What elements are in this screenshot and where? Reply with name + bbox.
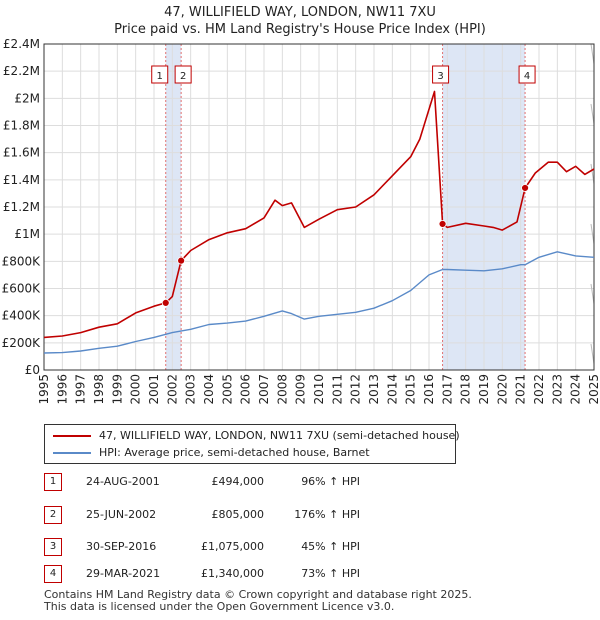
x-tick-label: 2025: [587, 374, 600, 405]
attribution-line-1: Contains HM Land Registry data © Crown c…: [44, 588, 472, 601]
y-tick-label: £1.6M: [3, 146, 40, 160]
sale-marker: 1: [151, 65, 169, 84]
sale-number-badge: 3: [44, 538, 62, 556]
x-tick-label: 2000: [129, 374, 143, 405]
sale-price: £494,000: [211, 475, 265, 488]
sale-number-badge: 1: [44, 473, 62, 491]
y-tick-label: £1.2M: [3, 200, 40, 214]
legend-label-hpi: HPI: Average price, semi-detached house,…: [99, 446, 370, 459]
x-tick-label: 1995: [37, 374, 51, 405]
sale-marker-label: 1: [157, 71, 163, 82]
sale-hpi-change: 96% ↑ HPI: [301, 475, 360, 488]
y-tick-label: £0: [25, 363, 40, 377]
y-axis-ticks: £0 £200K £400K £600K £800K £1M £1.2M £1.4M £1.6M…: [2, 37, 42, 377]
x-tick-label: 2016: [422, 374, 436, 405]
sale-hpi-change: 176% ↑ HPI: [294, 508, 360, 521]
x-tick-label: 2002: [165, 374, 179, 405]
sale-marker-box: [174, 65, 192, 84]
legend-label-property: 47, WILLIFIELD WAY, LONDON, NW11 7XU (se…: [99, 429, 460, 442]
x-tick-label: 2008: [275, 374, 289, 405]
sale-marker: 4: [518, 65, 536, 84]
x-tick-label: 2015: [404, 374, 418, 405]
hpi-line: [43, 251, 595, 354]
x-tick-label: 2021: [514, 374, 528, 405]
sale-marker-label: 3: [437, 71, 443, 82]
legend-swatch-property: [53, 435, 91, 437]
grid-lines: [43, 43, 595, 371]
y-tick-label: £1.8M: [3, 119, 40, 133]
attribution-line-2: This data is licensed under the Open Gov…: [44, 600, 395, 613]
x-tick-label: 2013: [367, 374, 381, 405]
sale-row: 3 30-SEP-2016 £1,075,000 45% ↑ HPI: [44, 537, 464, 557]
sale-row: 1 24-AUG-2001 £494,000 96% ↑ HPI: [44, 472, 464, 492]
x-tick-label: 2017: [440, 374, 454, 405]
x-tick-label: 1996: [55, 374, 69, 405]
chart-title-line-1: 47, WILLIFIELD WAY, LONDON, NW11 7XU: [164, 5, 436, 20]
attribution-footer: Contains HM Land Registry data © Crown c…: [44, 589, 472, 613]
sale-number-badge: 4: [44, 565, 62, 583]
sale-marker: 3: [432, 65, 450, 84]
sale-price: £1,340,000: [201, 567, 264, 580]
x-tick-label: 2018: [459, 374, 473, 405]
x-tick-label: 2005: [220, 374, 234, 405]
x-tick-label: 2014: [385, 374, 399, 405]
sale-marker-label: 2: [180, 71, 186, 82]
y-tick-label: £600K: [2, 282, 42, 296]
x-tick-label: 2022: [532, 374, 546, 405]
sale-hpi-change: 73% ↑ HPI: [301, 567, 360, 580]
sale-point: [177, 256, 186, 265]
x-tick-label: 2009: [294, 374, 308, 405]
x-tick-label: 2001: [147, 374, 161, 405]
sale-point: [161, 298, 170, 307]
sale-marker-box: [151, 65, 169, 84]
legend-swatch-hpi: [53, 452, 91, 454]
sale-marker: 2: [174, 65, 192, 84]
x-tick-label: 2020: [495, 374, 509, 405]
y-tick-label: £2M: [14, 91, 40, 105]
sale-hpi-change: 45% ↑ HPI: [301, 540, 360, 553]
x-tick-label: 2019: [477, 374, 491, 405]
x-tick-label: 1998: [92, 374, 106, 405]
x-tick-label: 2006: [239, 374, 253, 405]
x-axis-ticks: 1995 1996 1997 1998 1999 2000 2001 2002 2003 2004…: [37, 374, 600, 405]
sale-marker-label: 4: [524, 71, 530, 82]
sale-date: 25-JUN-2002: [86, 508, 157, 521]
y-tick-label: £800K: [2, 254, 42, 268]
x-tick-label: 2004: [202, 374, 216, 405]
x-tick-label: 2003: [184, 374, 198, 405]
price-chart: 1 2 3 4 £0 £200K £400K £600K £800K £1M £1.2M £1.4M…: [2, 37, 600, 405]
sale-row: 2 25-JUN-2002 £805,000 176% ↑ HPI: [44, 505, 464, 525]
chart-title: 47, WILLIFIELD WAY, LONDON, NW11 7XU Pri…: [0, 4, 600, 38]
x-tick-label: 1999: [110, 374, 124, 405]
x-tick-label: 2024: [569, 374, 583, 405]
sale-row: 4 29-MAR-2021 £1,340,000 73% ↑ HPI: [44, 564, 464, 584]
plot-frame: [43, 43, 595, 371]
x-tick-label: 2010: [312, 374, 326, 405]
sale-price: £1,075,000: [201, 540, 264, 553]
sale-date: 30-SEP-2016: [86, 540, 157, 553]
y-tick-label: £400K: [2, 309, 42, 323]
chart-title-line-2: Price paid vs. HM Land Registry's House …: [114, 22, 486, 37]
sale-marker-box: [518, 65, 536, 84]
y-tick-label: £1M: [14, 227, 40, 241]
y-tick-label: £1.4M: [3, 173, 40, 187]
sale-date: 24-AUG-2001: [86, 475, 160, 488]
x-tick-label: 2011: [330, 374, 344, 405]
x-tick-label: 2007: [257, 374, 271, 405]
y-tick-label: £200K: [2, 336, 42, 350]
y-tick-label: £2.4M: [3, 37, 40, 51]
chart-legend: 47, WILLIFIELD WAY, LONDON, NW11 7XU (se…: [44, 424, 460, 464]
sale-price: £805,000: [211, 508, 265, 521]
sale-point: [438, 220, 447, 228]
x-tick-label: 1997: [74, 374, 88, 405]
sale-marker-box: [432, 65, 450, 84]
y-tick-label: £2.2M: [3, 64, 40, 78]
sale-points: [161, 184, 529, 307]
sale-number-badge: 2: [44, 506, 62, 524]
x-tick-label: 2012: [349, 374, 363, 405]
x-tick-label: 2023: [550, 374, 564, 405]
sale-point: [521, 184, 529, 192]
sale-date: 29-MAR-2021: [86, 567, 161, 580]
sale-markers: 1 2 3 4: [151, 65, 536, 84]
